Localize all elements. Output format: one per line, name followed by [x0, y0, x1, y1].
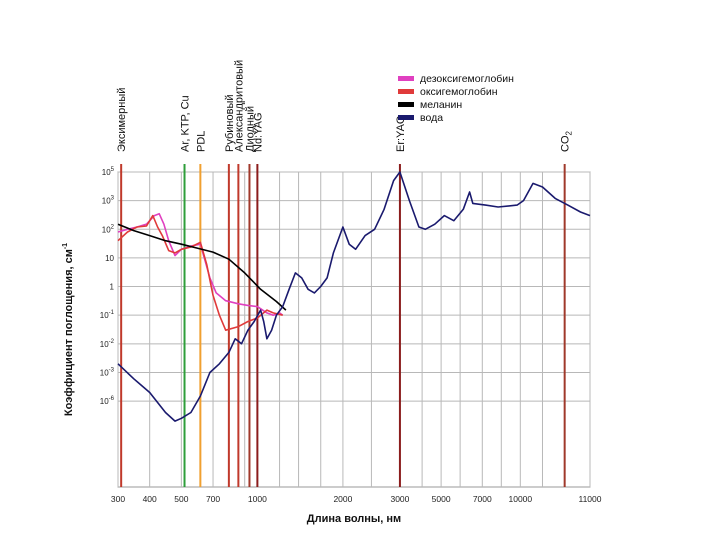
- y-tick-label: 105: [102, 167, 115, 177]
- y-tick-label: 10-2: [100, 339, 115, 349]
- x-tick-label: 400: [143, 494, 157, 504]
- legend-label: меланин: [420, 99, 462, 111]
- x-tick-label: 700: [206, 494, 220, 504]
- y-tick-label: 10-3: [100, 367, 115, 377]
- laser-label: PDL: [195, 131, 207, 152]
- laser-label: Эксимерный: [116, 88, 128, 152]
- laser-label: Er:YAG: [395, 116, 407, 152]
- legend-swatch: [398, 102, 414, 107]
- legend-label: дезоксигемоглобин: [420, 73, 514, 85]
- series-line: [117, 214, 283, 331]
- legend-label: оксигемоглобин: [420, 86, 498, 98]
- x-tick-label: 5000: [432, 494, 451, 504]
- laser-label: Nd:YAG: [252, 112, 264, 152]
- x-tick-label: 3000: [390, 494, 409, 504]
- y-tick-label: 10-1: [100, 310, 115, 320]
- legend-label: вода: [420, 112, 443, 124]
- y-tick-label: 10: [105, 254, 114, 263]
- x-axis-title: Длина волны, нм: [307, 513, 401, 525]
- x-tick-label: 300: [111, 494, 125, 504]
- x-tick-label: 1000: [248, 494, 267, 504]
- laser-label: CO2: [560, 131, 574, 153]
- laser-label: Рубиновый: [224, 95, 236, 153]
- laser-label: Ar, KTP, Cu: [180, 95, 192, 152]
- legend-swatch: [398, 115, 414, 120]
- x-tick-label: 10000: [508, 494, 532, 504]
- x-tick-label: 7000: [473, 494, 492, 504]
- plot-area: [117, 171, 591, 488]
- legend-swatch: [398, 76, 414, 81]
- y-tick-label: 102: [102, 224, 115, 234]
- laser-label: Александритовый: [233, 60, 245, 152]
- series-line: [117, 171, 591, 422]
- y-tick-label: 1: [110, 283, 115, 292]
- x-tick-label: 11000: [578, 494, 601, 504]
- y-tick-label: 103: [102, 196, 115, 206]
- y-tick-label: 10-6: [100, 396, 115, 406]
- x-tick-label: 500: [174, 494, 188, 504]
- laser-label: Диодный: [244, 106, 256, 152]
- series-line: [117, 223, 287, 311]
- y-axis-title: Коэффициент поглощения, см-1: [62, 243, 75, 416]
- x-tick-label: 2000: [333, 494, 352, 504]
- legend-swatch: [398, 89, 414, 94]
